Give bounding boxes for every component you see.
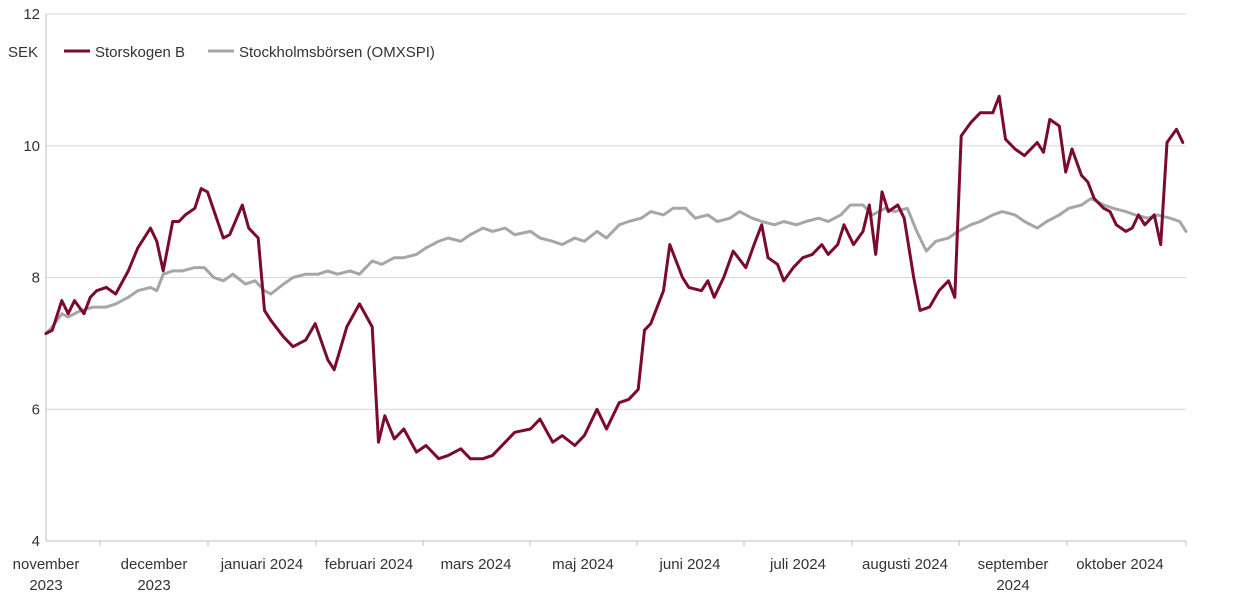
series-line-storskogen [44, 94, 1185, 461]
y-axis-unit-label: SEK [8, 44, 38, 61]
series-line-omxspi [44, 197, 1188, 335]
y-tick-labels: 4 6 8 10 12 [23, 6, 40, 550]
x-tick-labels: november 2023 december 2023 januari 2024 febr… [13, 556, 1164, 594]
gridlines [46, 13, 1186, 410]
x-tick-label-year: 2024 [996, 577, 1029, 594]
series-lines [44, 94, 1188, 461]
y-tick-label: 10 [23, 138, 40, 155]
y-tick-label: 12 [23, 6, 40, 23]
legend-label-omxspi: Stockholmsbörsen (OMXSPI) [239, 44, 435, 61]
x-tick-label-year: 2023 [137, 577, 170, 594]
x-tick-label: januari 2024 [220, 556, 304, 573]
x-tick-label: december [121, 556, 188, 573]
legend-item-omxspi: Stockholmsbörsen (OMXSPI) [208, 44, 435, 61]
legend-item-storskogen: Storskogen B [64, 44, 185, 61]
x-tick-label: mars 2024 [441, 556, 512, 573]
x-tick-label: februari 2024 [325, 556, 413, 573]
x-tick-label: oktober 2024 [1076, 556, 1164, 573]
x-tick-label: augusti 2024 [862, 556, 948, 573]
axes [45, 14, 1187, 546]
x-tick-label: juli 2024 [769, 556, 826, 573]
y-tick-label: 4 [32, 533, 40, 550]
x-tick-label: maj 2024 [552, 556, 614, 573]
y-tick-label: 6 [32, 401, 40, 418]
y-tick-label: 8 [32, 270, 40, 287]
x-tick-label: september [978, 556, 1049, 573]
x-tick-label: november [13, 556, 80, 573]
legend: Storskogen B Stockholmsbörsen (OMXSPI) [64, 44, 435, 61]
legend-label-storskogen: Storskogen B [95, 44, 185, 61]
x-tick-label-year: 2023 [29, 577, 62, 594]
x-tick-label: juni 2024 [659, 556, 721, 573]
